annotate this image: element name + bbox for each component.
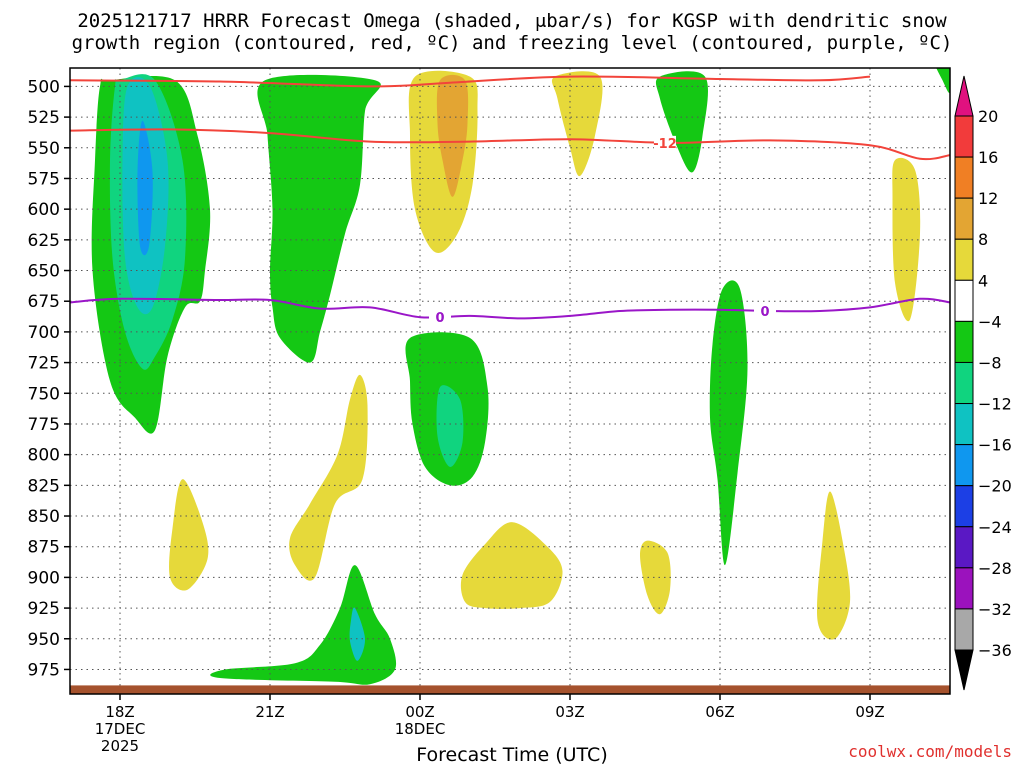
- colorbar-label-7: −8: [978, 353, 1002, 372]
- omega-region-14: [169, 479, 209, 591]
- omega-region-16: [460, 522, 563, 609]
- colorbar-bottom-arrow: [954, 649, 974, 691]
- grid-layer: [70, 68, 950, 694]
- y-axis: 500 525 550 575 600 625 650 675 700 725 750 775 800 8…: [28, 77, 70, 680]
- omega-region-18: [709, 280, 748, 566]
- y-tick-label-575: 575: [28, 169, 60, 189]
- x-tick-label-18Z-2: 17DEC: [95, 720, 146, 738]
- colorbar-segment-9: [954, 444, 974, 487]
- y-tick-label-550: 550: [28, 139, 60, 159]
- contour-label-bg-freezing-0-1: [754, 304, 776, 319]
- x-tick-label-03Z-1: 03Z: [555, 703, 584, 721]
- ground-surface: [70, 685, 950, 694]
- x-tick-label-06Z-1: 06Z: [705, 703, 734, 721]
- colorbar-segment-5: [954, 279, 974, 322]
- colorbar-label-9: −16: [978, 436, 1012, 455]
- plot-frame: [69, 67, 951, 695]
- omega-region-7: [436, 74, 469, 197]
- colorbar: 20 16 12 8 4 −4 −8 −12 −16 −20 −24 −28 −32 −36: [954, 75, 1012, 691]
- chart-title-line-1: 2025121717 HRRR Forecast Omega (shaded, …: [77, 10, 947, 32]
- y-tick-label-725: 725: [28, 354, 60, 374]
- colorbar-label-1: 20: [978, 107, 998, 126]
- omega-region-5: [257, 74, 381, 363]
- colorbar-segment-8: [954, 403, 974, 446]
- y-tick-label-875: 875: [28, 538, 60, 558]
- y-tick-label-625: 625: [28, 231, 60, 251]
- colorbar-label-5: 4: [978, 271, 988, 290]
- x-tick-label-18Z-3: 2025: [101, 737, 139, 755]
- colorbar-top-arrow: [954, 75, 974, 117]
- x-tick-label-18Z-1: 18Z: [105, 703, 134, 721]
- y-tick-label-775: 775: [28, 415, 60, 435]
- colorbar-segment-6: [954, 320, 974, 363]
- y-tick-label-975: 975: [28, 660, 60, 680]
- contour-label-dgz-12-0: -12: [653, 137, 677, 152]
- omega-region-13: [436, 385, 464, 467]
- y-tick-label-700: 700: [28, 323, 60, 343]
- contour-label-freezing-0-0: 0: [435, 311, 444, 326]
- colorbar-label-11: −24: [978, 518, 1012, 537]
- omega-region-8: [551, 71, 603, 177]
- y-tick-label-900: 900: [28, 568, 60, 588]
- contour-label-bg-dgz-12-0: [654, 135, 676, 150]
- colorbar-segment-7: [954, 361, 974, 405]
- colorbar-segment-12: [954, 567, 974, 610]
- colorbar-segment-11: [954, 526, 974, 569]
- x-axis-title: Forecast Time (UTC): [416, 744, 608, 766]
- y-tick-label-850: 850: [28, 507, 60, 527]
- contour-freezing-0: [70, 297, 950, 320]
- x-tick-label-00Z-2: 18DEC: [395, 720, 446, 738]
- colorbar-label-8: −12: [978, 395, 1012, 414]
- colorbar-segment-13: [954, 608, 974, 651]
- omega-region-17: [640, 540, 671, 615]
- chart-title-line-2: growth region (contoured, red, ºC) and f…: [71, 32, 953, 54]
- y-tick-label-800: 800: [28, 446, 60, 466]
- y-tick-label-500: 500: [28, 77, 60, 97]
- colorbar-label-14: −36: [978, 641, 1012, 660]
- colorbar-label-6: −4: [978, 312, 1002, 331]
- colorbar-segment-3: [954, 197, 974, 240]
- y-tick-label-750: 750: [28, 384, 60, 404]
- contour-label-freezing-0-1: 0: [760, 305, 769, 320]
- contour-dgz-upper: [70, 75, 871, 88]
- omega-region-19: [816, 491, 851, 640]
- y-tick-label-525: 525: [28, 108, 60, 128]
- colorbar-label-13: −32: [978, 600, 1012, 619]
- y-tick-label-600: 600: [28, 200, 60, 220]
- omega-region-11: [936, 68, 950, 94]
- colorbar-segment-2: [954, 156, 974, 199]
- colorbar-segment-1: [954, 115, 974, 158]
- contour-dgz-12: [70, 128, 950, 161]
- x-tick-label-21Z-1: 21Z: [255, 703, 284, 721]
- y-tick-label-925: 925: [28, 599, 60, 619]
- omega-region-15: [289, 374, 368, 581]
- omega-region-9: [655, 71, 708, 173]
- contour-label-bg-freezing-0-0: [429, 310, 451, 325]
- colorbar-segment-4: [954, 238, 974, 281]
- x-tick-label-00Z-1: 00Z: [405, 703, 434, 721]
- colorbar-segment-10: [954, 485, 974, 528]
- colorbar-label-3: 12: [978, 189, 998, 208]
- site-credit: coolwx.com/models: [848, 742, 1012, 761]
- omega-region-20: [210, 565, 397, 685]
- colorbar-label-2: 16: [978, 148, 998, 167]
- y-tick-label-825: 825: [28, 476, 60, 496]
- colorbar-label-10: −20: [978, 477, 1012, 496]
- x-tick-label-09Z-1: 09Z: [855, 703, 884, 721]
- omega-region-4: [137, 120, 153, 256]
- colorbar-label-4: 8: [978, 230, 988, 249]
- y-tick-label-675: 675: [28, 292, 60, 312]
- y-tick-label-650: 650: [28, 262, 60, 282]
- contour-layer: -12 0 0: [70, 75, 950, 326]
- omega-shading-layer: [91, 68, 950, 685]
- omega-region-21: [349, 607, 366, 661]
- y-tick-label-950: 950: [28, 630, 60, 650]
- colorbar-label-12: −28: [978, 559, 1012, 578]
- ground-layer: [70, 685, 950, 694]
